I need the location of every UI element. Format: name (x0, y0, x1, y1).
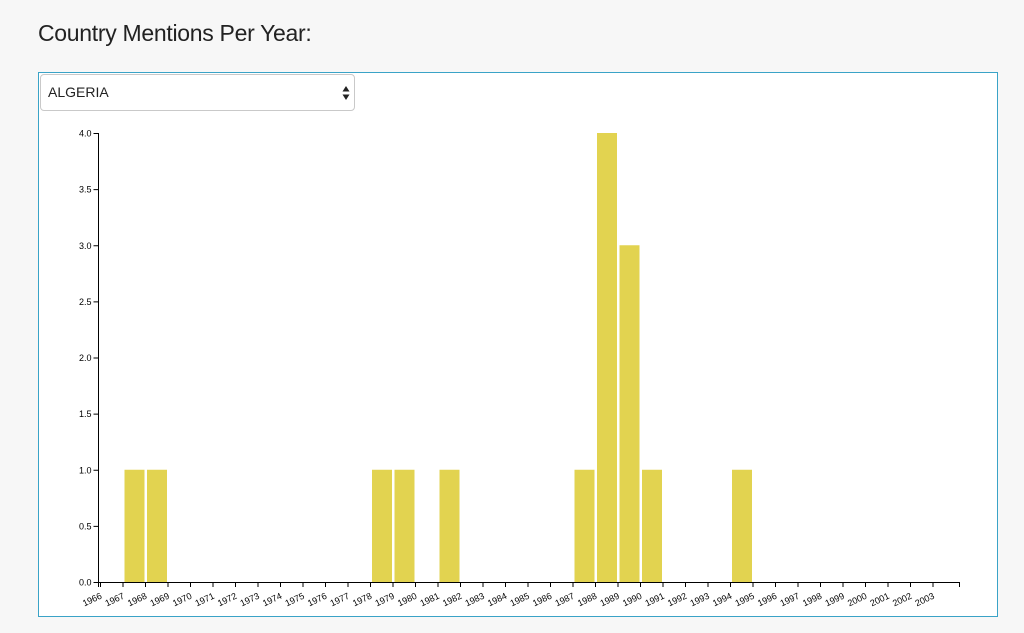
bars (124, 133, 752, 582)
y-tick-label: 4.0 (79, 129, 92, 139)
x-tick-label: 1987 (553, 591, 575, 609)
country-select[interactable]: ALGERIA (40, 74, 355, 111)
x-tick-label: 1979 (373, 591, 395, 609)
country-select-value: ALGERIA (48, 84, 109, 100)
x-tick-label: 1966 (81, 591, 103, 609)
x-tick-label: 1996 (756, 591, 778, 609)
page-title: Country Mentions Per Year: (38, 20, 312, 46)
bar-1978 (372, 469, 392, 582)
mentions-bar-chart: 0.0 0.5 1.0 1.5 2.0 2.5 3.0 3.5 4.0 1966 1967 1968… (79, 129, 960, 609)
x-tick-label: 2002 (891, 591, 913, 609)
x-tick-label: 1989 (598, 591, 620, 609)
bar-1990 (642, 469, 662, 582)
x-tick-label: 1991 (643, 591, 665, 609)
x-tick-label: 1985 (508, 591, 530, 609)
x-axis: 1966 1967 1968 1969 1970 1971 1972 1973 1974 1975… (81, 582, 960, 609)
y-tick-label: 2.0 (79, 353, 92, 363)
x-axis-line (98, 582, 960, 587)
chart-panel: ALGERIA 0.0 0.5 1.0 1.5 2.0 2.5 3.0 3.5 4.0 1966… (38, 72, 998, 617)
x-tick-label: 1972 (216, 591, 238, 609)
x-tick-label: 1974 (261, 591, 283, 609)
x-tick-label: 1998 (801, 591, 823, 609)
x-tick-label: 1980 (396, 591, 418, 609)
x-tick-label: 1971 (193, 591, 215, 609)
x-tick-label: 1977 (328, 591, 350, 609)
x-tick-label: 1975 (283, 591, 305, 609)
x-tick-label: 1969 (148, 591, 170, 609)
x-tick-label: 1995 (733, 591, 755, 609)
y-tick-label: 0.0 (79, 578, 92, 588)
x-tick-label: 2001 (868, 591, 890, 609)
x-tick-label: 1976 (306, 591, 328, 609)
x-tick-label: 1992 (666, 591, 688, 609)
x-tick-label: 1999 (823, 591, 845, 609)
x-tick-label: 1993 (688, 591, 710, 609)
bar-1979 (394, 469, 415, 582)
bar-1994 (732, 469, 752, 582)
x-tick-label: 1984 (486, 591, 508, 609)
x-tick-label: 2003 (913, 591, 935, 609)
x-tick-label: 1970 (171, 591, 193, 609)
bar-1981 (439, 469, 460, 582)
y-tick-label: 3.5 (79, 185, 92, 195)
x-tick-label: 1994 (711, 591, 733, 609)
bar-1988 (597, 133, 617, 582)
x-tick-label: 1983 (463, 591, 485, 609)
y-tick-label: 1.5 (79, 409, 92, 419)
y-axis: 0.0 0.5 1.0 1.5 2.0 2.5 3.0 3.5 4.0 (79, 129, 99, 588)
y-tick-label: 0.5 (79, 521, 92, 531)
x-tick-label: 1968 (126, 591, 148, 609)
x-tick-label: 1997 (778, 591, 800, 609)
bar-1968 (147, 469, 167, 582)
bar-1989 (619, 245, 640, 582)
y-tick-label: 2.5 (79, 297, 92, 307)
y-tick-label: 1.0 (79, 465, 92, 475)
x-tick-label: 1981 (418, 591, 440, 609)
bar-1987 (574, 469, 595, 582)
x-tick-label: 1978 (351, 591, 373, 609)
select-arrows-icon (342, 85, 350, 101)
x-tick-label: 1990 (621, 591, 643, 609)
x-tick-label: 1967 (103, 591, 125, 609)
x-tick-label: 1988 (576, 591, 598, 609)
bar-1967 (124, 469, 145, 582)
y-tick-label: 3.0 (79, 241, 92, 251)
x-tick-label: 1973 (238, 591, 260, 609)
x-tick-label: 2000 (846, 591, 868, 609)
x-tick-label: 1982 (441, 591, 463, 609)
x-tick-label: 1986 (531, 591, 553, 609)
